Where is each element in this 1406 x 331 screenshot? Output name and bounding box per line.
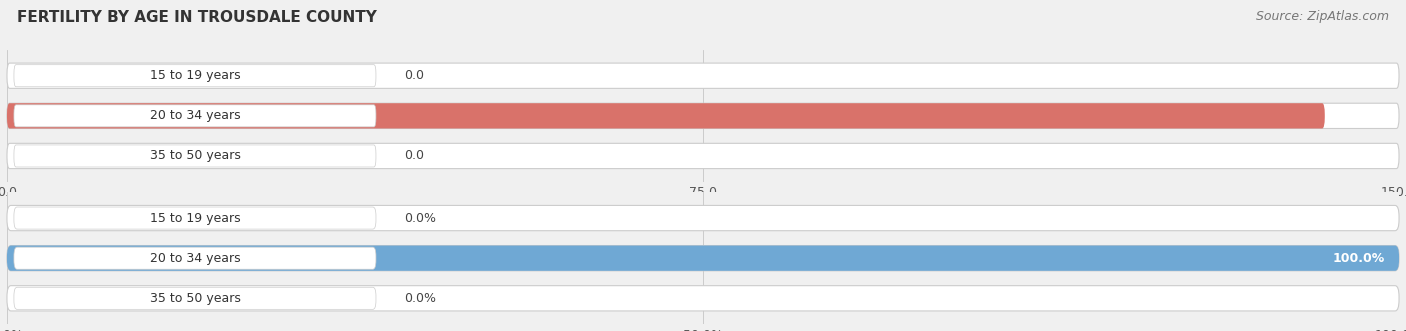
FancyBboxPatch shape	[14, 247, 375, 269]
Text: 15 to 19 years: 15 to 19 years	[149, 69, 240, 82]
FancyBboxPatch shape	[14, 105, 375, 127]
Text: Source: ZipAtlas.com: Source: ZipAtlas.com	[1256, 10, 1389, 23]
Text: 20 to 34 years: 20 to 34 years	[149, 109, 240, 122]
Text: 35 to 50 years: 35 to 50 years	[149, 150, 240, 163]
FancyBboxPatch shape	[14, 207, 375, 229]
FancyBboxPatch shape	[14, 287, 375, 309]
FancyBboxPatch shape	[7, 143, 1399, 168]
Text: 0.0: 0.0	[404, 69, 423, 82]
Text: 35 to 50 years: 35 to 50 years	[149, 292, 240, 305]
Text: 142.0: 142.0	[1346, 109, 1385, 122]
FancyBboxPatch shape	[7, 206, 1399, 231]
Text: 20 to 34 years: 20 to 34 years	[149, 252, 240, 265]
Text: 0.0%: 0.0%	[404, 292, 436, 305]
FancyBboxPatch shape	[14, 65, 375, 87]
Text: 0.0: 0.0	[404, 150, 423, 163]
FancyBboxPatch shape	[7, 63, 1399, 88]
FancyBboxPatch shape	[7, 246, 1399, 271]
Text: 0.0%: 0.0%	[404, 212, 436, 224]
FancyBboxPatch shape	[7, 103, 1399, 128]
Text: FERTILITY BY AGE IN TROUSDALE COUNTY: FERTILITY BY AGE IN TROUSDALE COUNTY	[17, 10, 377, 25]
Text: 100.0%: 100.0%	[1333, 252, 1385, 265]
Text: 15 to 19 years: 15 to 19 years	[149, 212, 240, 224]
FancyBboxPatch shape	[7, 246, 1399, 271]
FancyBboxPatch shape	[7, 103, 1324, 128]
FancyBboxPatch shape	[7, 286, 1399, 311]
FancyBboxPatch shape	[14, 145, 375, 167]
